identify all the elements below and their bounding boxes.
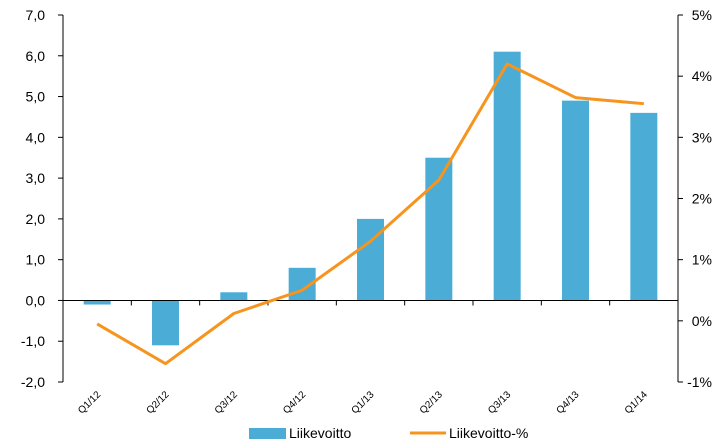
bar-q1-12 xyxy=(83,300,111,305)
legend-swatch-liikevoitto xyxy=(249,428,286,439)
left-axis-tick-label: -1,0 xyxy=(21,333,45,349)
left-y-axis: -2,0 -1,0 0,0 1,0 2,0 3,0 4,0 5,0 6,0 7,0 xyxy=(21,7,64,390)
x-tick-label: Q1/14 xyxy=(623,389,650,416)
bar-q3-13 xyxy=(493,51,521,301)
left-axis-tick-label: 4,0 xyxy=(26,129,46,145)
bar-q3-12 xyxy=(220,292,248,301)
right-axis-tick-label: 1% xyxy=(692,252,712,268)
left-axis-tick-label: 1,0 xyxy=(26,252,46,268)
left-axis-tick-label: 0,0 xyxy=(26,292,46,308)
left-axis-tick-label: -2,0 xyxy=(21,374,45,390)
x-tick-label: Q1/13 xyxy=(350,389,377,416)
right-axis-tick-label: -1% xyxy=(687,374,712,390)
left-axis-tick-label: 5,0 xyxy=(26,89,46,105)
x-tick-label: Q2/13 xyxy=(418,389,445,416)
x-tick-label: Q4/12 xyxy=(281,389,308,416)
legend-label-liikevoitto-pct: Liikevoitto-% xyxy=(449,425,528,441)
left-axis-tick-label: 2,0 xyxy=(26,211,46,227)
left-axis-tick-label: 7,0 xyxy=(26,7,46,23)
right-axis-tick-label: 4% xyxy=(692,68,712,84)
bar-series-liikevoitto xyxy=(83,51,658,346)
x-tick-label: Q3/13 xyxy=(486,389,513,416)
legend: Liikevoitto Liikevoitto-% xyxy=(249,425,528,441)
right-axis-tick-label: 5% xyxy=(692,7,712,23)
right-axis-tick-label: 2% xyxy=(692,191,712,207)
x-tick-label: Q1/12 xyxy=(76,389,103,416)
x-tick-label: Q2/12 xyxy=(145,389,172,416)
right-axis-tick-label: 0% xyxy=(692,313,712,329)
line-series-liikevoitto-pct xyxy=(96,62,644,366)
left-axis-tick-label: 6,0 xyxy=(26,48,46,64)
bar-q4-13 xyxy=(562,100,589,301)
x-tick-label: Q3/12 xyxy=(213,389,240,416)
bar-q2-12 xyxy=(152,300,179,346)
bar-q1-14 xyxy=(630,112,658,301)
legend-label-liikevoitto: Liikevoitto xyxy=(289,425,351,441)
right-y-axis: -1% 0% 1% 2% 3% 4% 5% xyxy=(677,7,712,390)
left-axis-tick-label: 3,0 xyxy=(26,170,46,186)
x-tick-label: Q4/13 xyxy=(555,389,582,416)
right-axis-tick-label: 3% xyxy=(692,129,712,145)
